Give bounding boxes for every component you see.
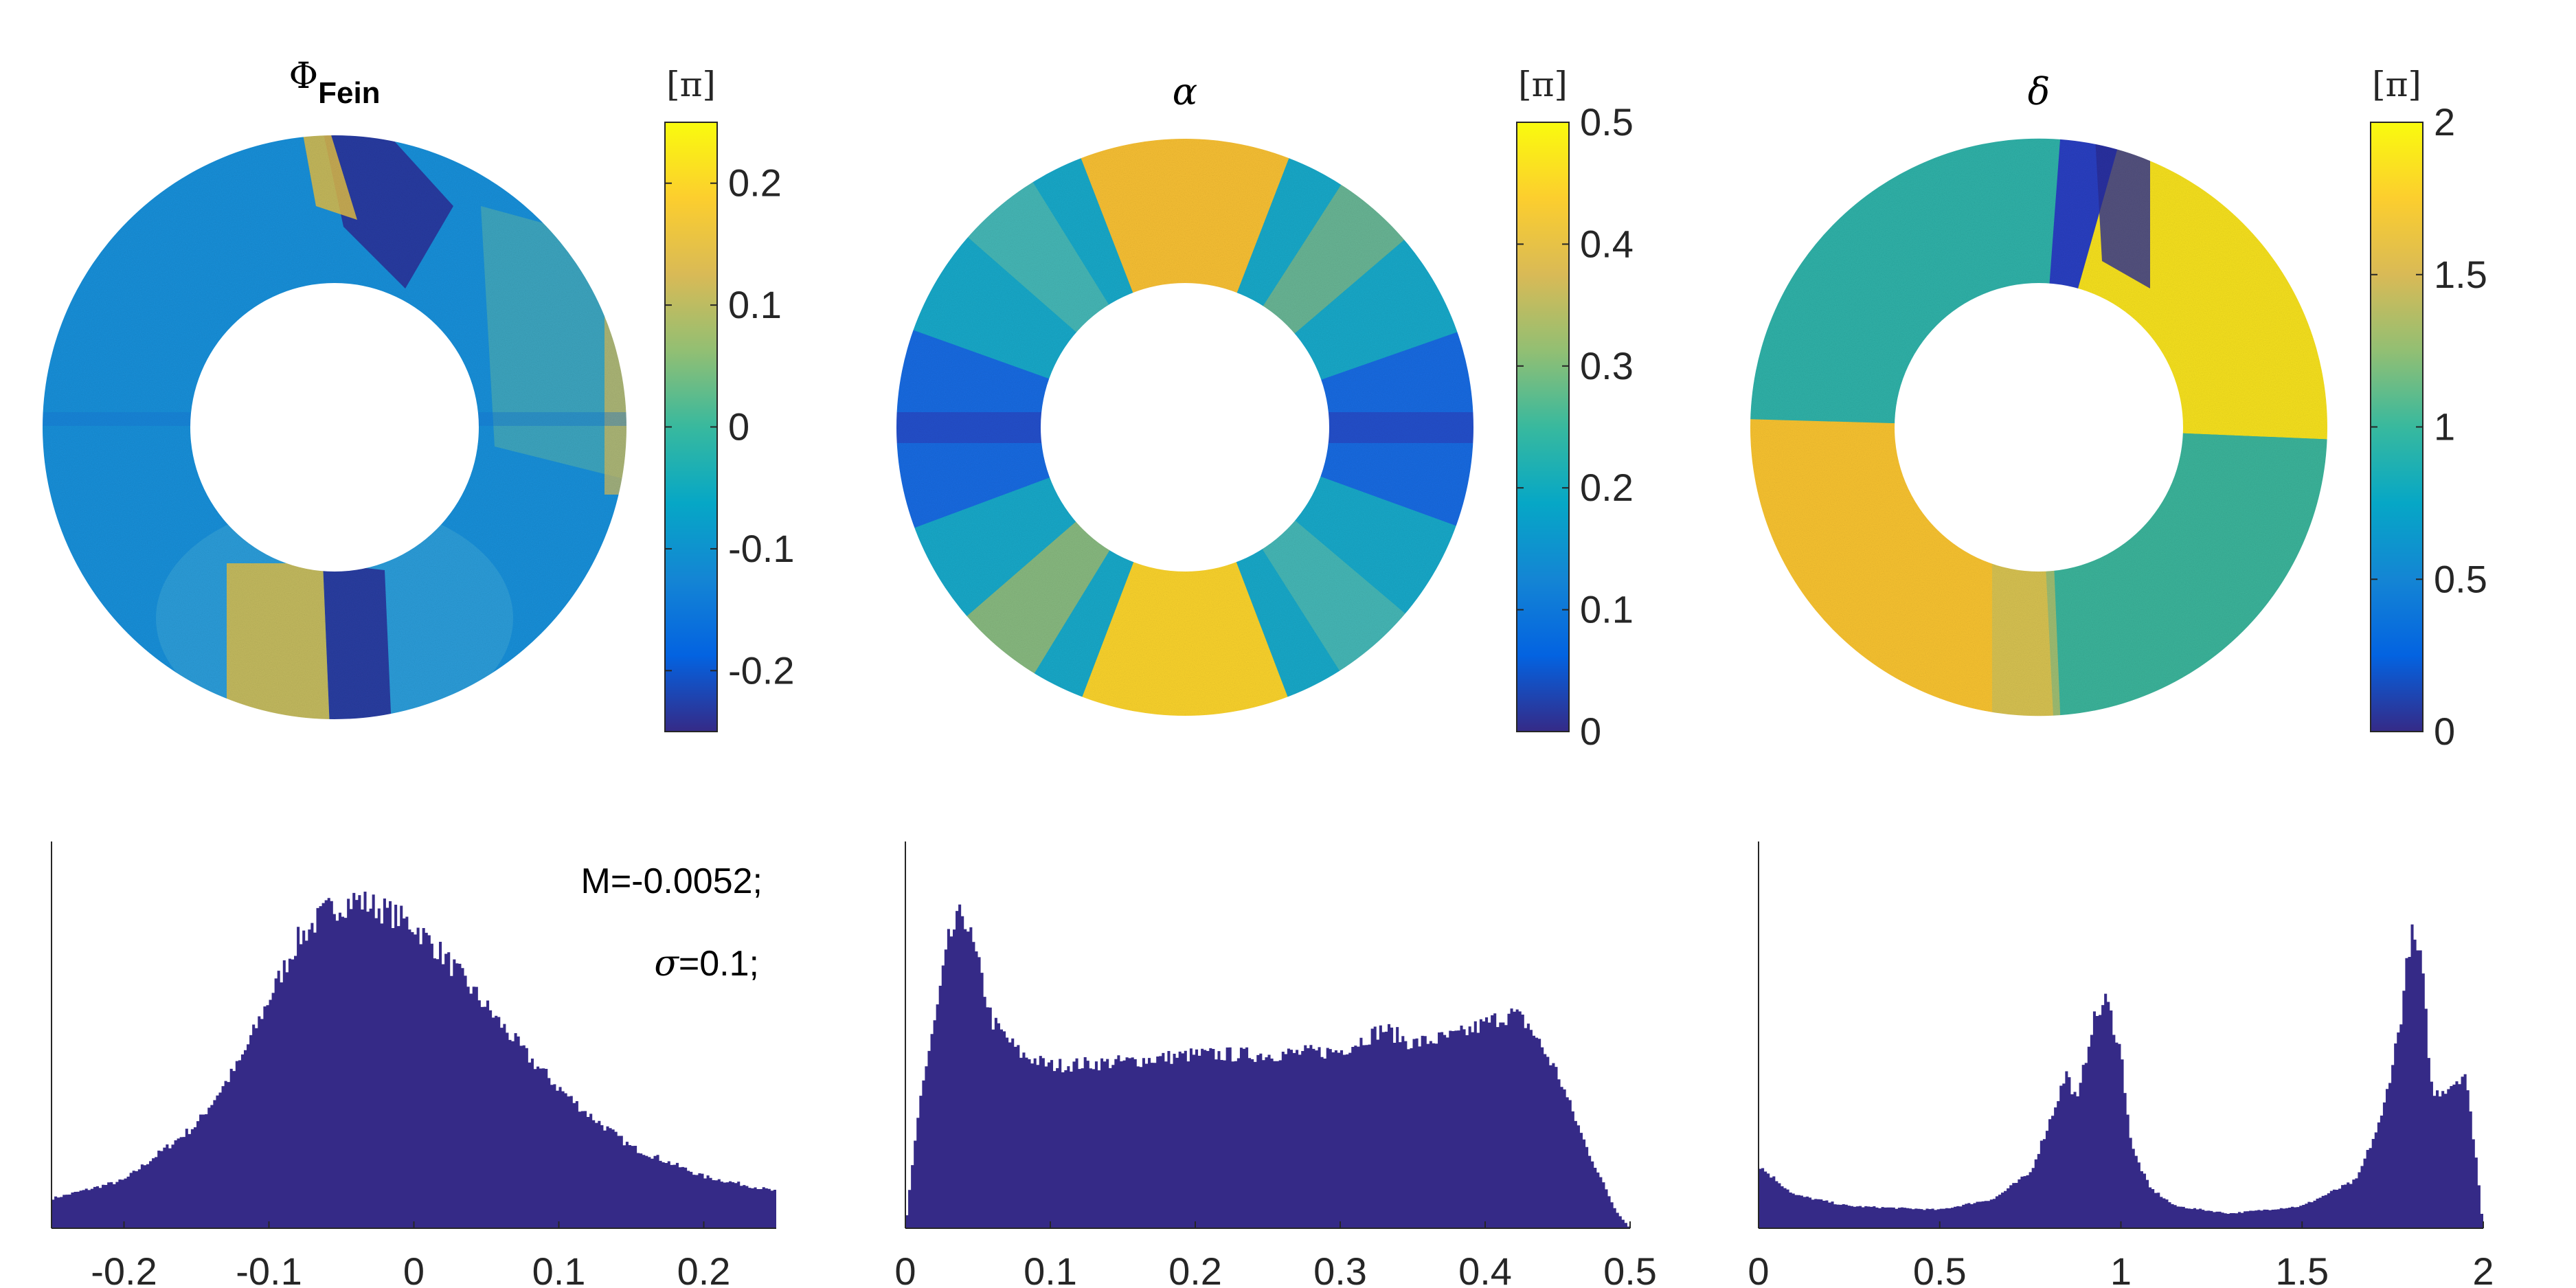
- colorbar-tick-label: 0.1: [728, 283, 782, 326]
- histogram-phi-fein: -0.2 -0.1 0 0.1 0.2: [51, 841, 776, 1288]
- colorbar-tick-label: 0: [2434, 710, 2455, 753]
- colorbar-tick-label: 0.5: [2434, 557, 2487, 600]
- histogram-x-tick-label: 0: [894, 1250, 916, 1288]
- annulus-phi-fein: [43, 135, 626, 719]
- colorbar-tick-label: 0.2: [728, 161, 782, 205]
- histogram-x-tick-label: 0.1: [1024, 1250, 1077, 1288]
- histogram-x-tick-label: 1: [2110, 1250, 2132, 1288]
- histogram-x-tick-label: 0: [1748, 1250, 1769, 1288]
- histogram-bars: [905, 904, 1630, 1228]
- panel-phi-fein: ΦFein [π] -0.2 -0.1 0 0.1 0.2: [43, 56, 795, 732]
- colorbar-tick-label: 1: [2434, 405, 2455, 449]
- colorbar-tick-label: 2: [2434, 100, 2455, 144]
- histogram-alpha: 0 0.1 0.2 0.3 0.4 0.5: [894, 841, 1657, 1288]
- colorbar-alpha-bar: [1516, 122, 1570, 732]
- sigma-value: =0.1;: [679, 944, 759, 984]
- histogram-x-tick-label: 1.5: [2275, 1250, 2329, 1288]
- colorbar-delta-ticks: 0 0.5 1 1.5 2: [2371, 100, 2487, 753]
- histogram-bars: [52, 892, 776, 1228]
- colorbar-tick-label: 0.2: [1580, 466, 1634, 509]
- colorbar-delta: [π] 0 0.5 1 1.5 2: [2370, 65, 2487, 753]
- annulus-alpha: [896, 139, 1473, 716]
- histogram-x-tick-label: 0.2: [677, 1250, 731, 1288]
- histogram-x-tick-label: 0.2: [1168, 1250, 1222, 1288]
- colorbar-tick-label: 0.5: [1580, 100, 1634, 144]
- colorbar-tick-label: 0: [1580, 710, 1601, 753]
- colorbar-alpha-ticks: 0 0.1 0.2 0.3 0.4 0.5: [1517, 100, 1634, 753]
- colorbar-delta-unit: [π]: [2372, 65, 2421, 104]
- histogram-bars: [1759, 924, 2483, 1228]
- colorbar-tick-label: 0.3: [1580, 344, 1634, 387]
- colorbar-alpha-unit: [π]: [1518, 65, 1568, 104]
- colorbar-phi-fein-unit: [π]: [666, 65, 716, 104]
- colorbar-phi-fein-ticks: -0.2 -0.1 0 0.1 0.2: [665, 161, 795, 692]
- title-alpha: α: [1173, 70, 1197, 113]
- title-phi-subscript: Fein: [318, 76, 380, 110]
- colorbar-tick-label: 0.4: [1580, 222, 1634, 265]
- colorbar-tick-label: 1.5: [2434, 253, 2487, 296]
- colorbar-tick-label: -0.1: [728, 527, 795, 570]
- histogram-x-tick-label: 0: [403, 1250, 425, 1288]
- sigma-label: σ=0.1;: [654, 943, 759, 984]
- colorbar-tick-label: -0.2: [728, 648, 795, 692]
- colorbar-alpha: [π] 0 0.1 0.2 0.3 0.4 0.5: [1516, 65, 1634, 753]
- title-phi-symbol: Φ: [289, 56, 318, 97]
- histogram-x-tick-label: 0.5: [1913, 1250, 1967, 1288]
- histogram-x-tick-label: 0.5: [1603, 1250, 1657, 1288]
- panel-delta: δ [π] 0 0.5 1 1.5 2: [1750, 65, 2487, 753]
- colorbar-delta-bar: [2370, 122, 2424, 732]
- histogram-x-tick-label: 0.1: [532, 1250, 586, 1288]
- colorbar-tick-label: 0.1: [1580, 588, 1634, 631]
- panel-alpha: α [π] 0 0.1 0.2 0.3 0.4 0.5: [896, 65, 1634, 753]
- colorbar-phi-fein-bar: [664, 122, 718, 732]
- histogram-x-tick-label: 0.4: [1458, 1250, 1512, 1288]
- colorbar-phi-fein: [π] -0.2 -0.1 0 0.1 0.2: [664, 65, 795, 732]
- histogram-x-tick-label: 2: [2472, 1250, 2494, 1288]
- histogram-x-tick-label: -0.1: [236, 1250, 302, 1288]
- histogram-delta: 0 0.5 1 1.5 2: [1748, 841, 2494, 1288]
- sigma-symbol: σ: [654, 943, 679, 984]
- title-phi-fein: ΦFein: [289, 56, 380, 110]
- histogram-x-tick-label: 0.3: [1313, 1250, 1367, 1288]
- stats-annotation: M=-0.0052; σ=0.1;: [581, 861, 763, 984]
- annulus-delta: [1750, 138, 2327, 716]
- mean-label: M=-0.0052;: [581, 861, 763, 901]
- title-delta: δ: [2028, 70, 2050, 113]
- colorbar-tick-label: 0: [728, 405, 749, 449]
- histogram-x-tick-label: -0.2: [91, 1250, 157, 1288]
